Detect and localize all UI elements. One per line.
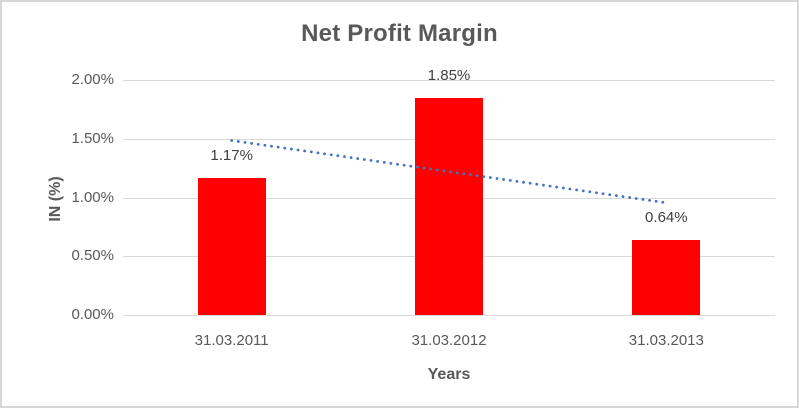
y-axis-tick-label: 2.00% bbox=[71, 71, 114, 88]
plot-area bbox=[123, 80, 775, 316]
data-label: 1.85% bbox=[427, 66, 471, 84]
x-axis-tick-label: 31.03.2013 bbox=[628, 332, 704, 349]
bar bbox=[197, 177, 266, 315]
y-axis-tick-label: 1.00% bbox=[71, 188, 114, 206]
bar bbox=[415, 97, 483, 315]
trendline bbox=[230, 139, 668, 205]
trendline-line bbox=[230, 139, 668, 205]
y-axis-tick-label: 0.50% bbox=[71, 247, 114, 265]
chart-title: Net Profit Margin bbox=[301, 20, 498, 47]
x-axis-tick-label: 31.03.2011 bbox=[194, 332, 269, 349]
data-label: 1.17% bbox=[210, 146, 253, 164]
gridline bbox=[123, 315, 775, 316]
y-axis-tick-label: 1.50% bbox=[71, 129, 114, 147]
data-label: 0.64% bbox=[645, 208, 688, 226]
x-axis-title: Years bbox=[427, 366, 471, 383]
y-axis-tick-label: 0.00% bbox=[71, 306, 114, 323]
bar bbox=[632, 239, 701, 315]
x-axis-tick-label: 31.03.2012 bbox=[411, 332, 487, 349]
gridline bbox=[123, 80, 775, 81]
